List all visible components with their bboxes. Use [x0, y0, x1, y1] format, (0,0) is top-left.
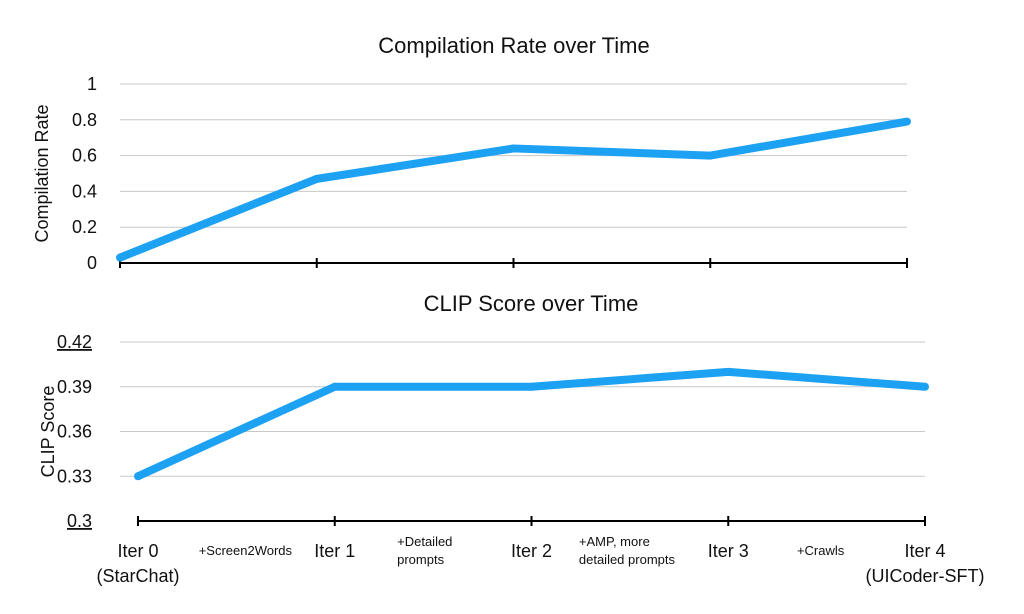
- step-note: prompts: [397, 552, 444, 567]
- iteration-labels: Iter 0 (StarChat) Iter 1 Iter 2 Iter 3 Iter 4…: [96, 534, 984, 586]
- y-tick-label: 0.42: [57, 332, 92, 352]
- y-axis-title: CLIP Score: [38, 386, 58, 478]
- data-point: [312, 174, 321, 183]
- iteration-label: Iter 3: [708, 541, 749, 561]
- iteration-label: Iter 2: [511, 541, 552, 561]
- y-tick-label: 0: [87, 253, 97, 273]
- iteration-sublabel: (UICoder-SFT): [865, 566, 984, 586]
- data-point: [527, 382, 536, 391]
- data-point: [724, 367, 733, 376]
- chart-title: Compilation Rate over Time: [378, 33, 649, 58]
- data-point: [509, 144, 518, 153]
- y-tick-label: 0.39: [57, 377, 92, 397]
- y-tick-label: 0.33: [57, 466, 92, 486]
- compilation-rate-chart: Compilation Rate over Time Compilation Ra…: [32, 33, 911, 273]
- data-point: [134, 472, 142, 481]
- y-tick-label: 1: [87, 74, 97, 94]
- iteration-label: Iter 4: [904, 541, 945, 561]
- iteration-label: Iter 1: [314, 541, 355, 561]
- step-note: +AMP, more: [579, 534, 650, 549]
- step-note: +Screen2Words: [199, 543, 293, 558]
- step-note: +Crawls: [797, 543, 845, 558]
- step-note: +Detailed: [397, 534, 452, 549]
- data-point: [921, 382, 929, 391]
- chart-title: CLIP Score over Time: [424, 291, 639, 316]
- data-point: [330, 382, 339, 391]
- y-tick-label: 0.2: [72, 217, 97, 237]
- series-line: [118, 117, 908, 262]
- y-tick-label: 0.4: [72, 181, 97, 201]
- y-tick-label: 0.36: [57, 422, 92, 442]
- data-point: [903, 117, 911, 126]
- y-tick-label: 0.6: [72, 146, 97, 166]
- y-tick-label: 0.3: [67, 511, 92, 531]
- y-tick-label: 0.8: [72, 110, 97, 130]
- clip-score-chart: CLIP Score over Time CLIP Score 0.3 0.33 0.3…: [38, 291, 929, 531]
- iteration-sublabel: (StarChat): [96, 566, 179, 586]
- data-point: [116, 253, 124, 262]
- iteration-label: Iter 0: [117, 541, 158, 561]
- y-axis-title: Compilation Rate: [32, 104, 52, 242]
- data-point: [706, 151, 715, 160]
- step-note: detailed prompts: [579, 552, 676, 567]
